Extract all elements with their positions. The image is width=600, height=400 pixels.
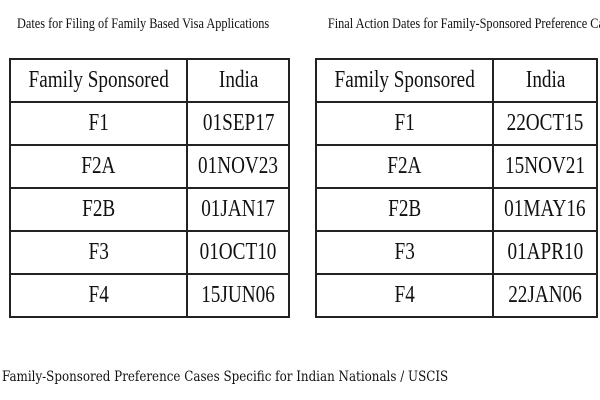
date-cell: 01SEP17 [186, 101, 291, 146]
cell-text: Family Sponsored [334, 67, 475, 93]
cell-text: 01JAN17 [201, 196, 276, 222]
table-row: F3 01OCT10 [8, 230, 291, 275]
date-cell: 22OCT15 [492, 101, 599, 146]
date-cell: 01APR10 [492, 230, 599, 275]
cell-text: India [218, 67, 259, 93]
date-cell: India [492, 58, 599, 103]
table-row: F1 22OCT15 [314, 101, 599, 146]
date-cell: 01JAN17 [186, 187, 291, 232]
category-cell: F3 [314, 230, 495, 275]
table-row: F1 01SEP17 [8, 101, 291, 146]
date-cell: India [186, 58, 291, 103]
cell-text: F2A [387, 153, 422, 179]
date-cell: 01OCT10 [186, 230, 291, 275]
cell-text: 22OCT15 [506, 110, 584, 136]
category-cell: F2A [314, 144, 495, 189]
category-cell: Family Sponsored [8, 58, 189, 103]
header-row: Family Sponsored India [8, 58, 291, 103]
cell-text: Family Sponsored [28, 67, 169, 93]
date-cell: 01NOV23 [186, 144, 291, 189]
cell-text: F3 [88, 239, 109, 265]
cell-text: F2B [82, 196, 116, 222]
category-cell: F3 [8, 230, 189, 275]
cell-text: F1 [88, 110, 109, 136]
final-action-dates-title: Final Action Dates for Family-Sponsored … [327, 16, 600, 32]
category-cell: F4 [314, 273, 495, 318]
table-row: F4 22JAN06 [314, 273, 599, 318]
filing-dates-title: Dates for Filing of Family Based Visa Ap… [17, 16, 270, 32]
cell-text: 01APR10 [507, 239, 584, 265]
category-cell: F1 [8, 101, 189, 146]
cell-text: 01OCT10 [199, 239, 277, 265]
category-cell: Family Sponsored [314, 58, 495, 103]
cell-text: F1 [394, 110, 415, 136]
table-row: F2B 01MAY16 [314, 187, 599, 232]
table-row: F2A 01NOV23 [8, 144, 291, 189]
date-cell: 15JUN06 [186, 273, 291, 318]
cell-text: 15NOV21 [505, 153, 586, 179]
category-cell: F2A [8, 144, 189, 189]
date-cell: 22JAN06 [492, 273, 599, 318]
cell-text: 22JAN06 [508, 282, 583, 308]
category-cell: F4 [8, 273, 189, 318]
image-caption: Family-Sponsored Preference Cases Specif… [2, 369, 449, 385]
date-cell: 01MAY16 [492, 187, 599, 232]
final-action-dates-table: Family Sponsored India F1 22OCT15 F2A 15NOV21… [314, 58, 599, 318]
date-cell: 15NOV21 [492, 144, 599, 189]
table-row: F2B 01JAN17 [8, 187, 291, 232]
cell-text: 01SEP17 [202, 110, 275, 136]
cell-text: 01NOV23 [198, 153, 279, 179]
filing-dates-table: Family Sponsored India F1 01SEP17 F2A 01NOV23… [8, 58, 291, 318]
cell-text: F2B [388, 196, 422, 222]
category-cell: F2B [314, 187, 495, 232]
cell-text: 15JUN06 [201, 282, 276, 308]
cell-text: F2A [81, 153, 116, 179]
category-cell: F2B [8, 187, 189, 232]
table-row: F2A 15NOV21 [314, 144, 599, 189]
category-cell: F1 [314, 101, 495, 146]
table-row: F4 15JUN06 [8, 273, 291, 318]
cell-text: F3 [394, 239, 415, 265]
cell-text: India [525, 67, 565, 93]
cell-text: 01MAY16 [504, 196, 586, 222]
cell-text: F4 [394, 282, 415, 308]
table-row: F3 01APR10 [314, 230, 599, 275]
header-row: Family Sponsored India [314, 58, 599, 103]
cell-text: F4 [88, 282, 109, 308]
